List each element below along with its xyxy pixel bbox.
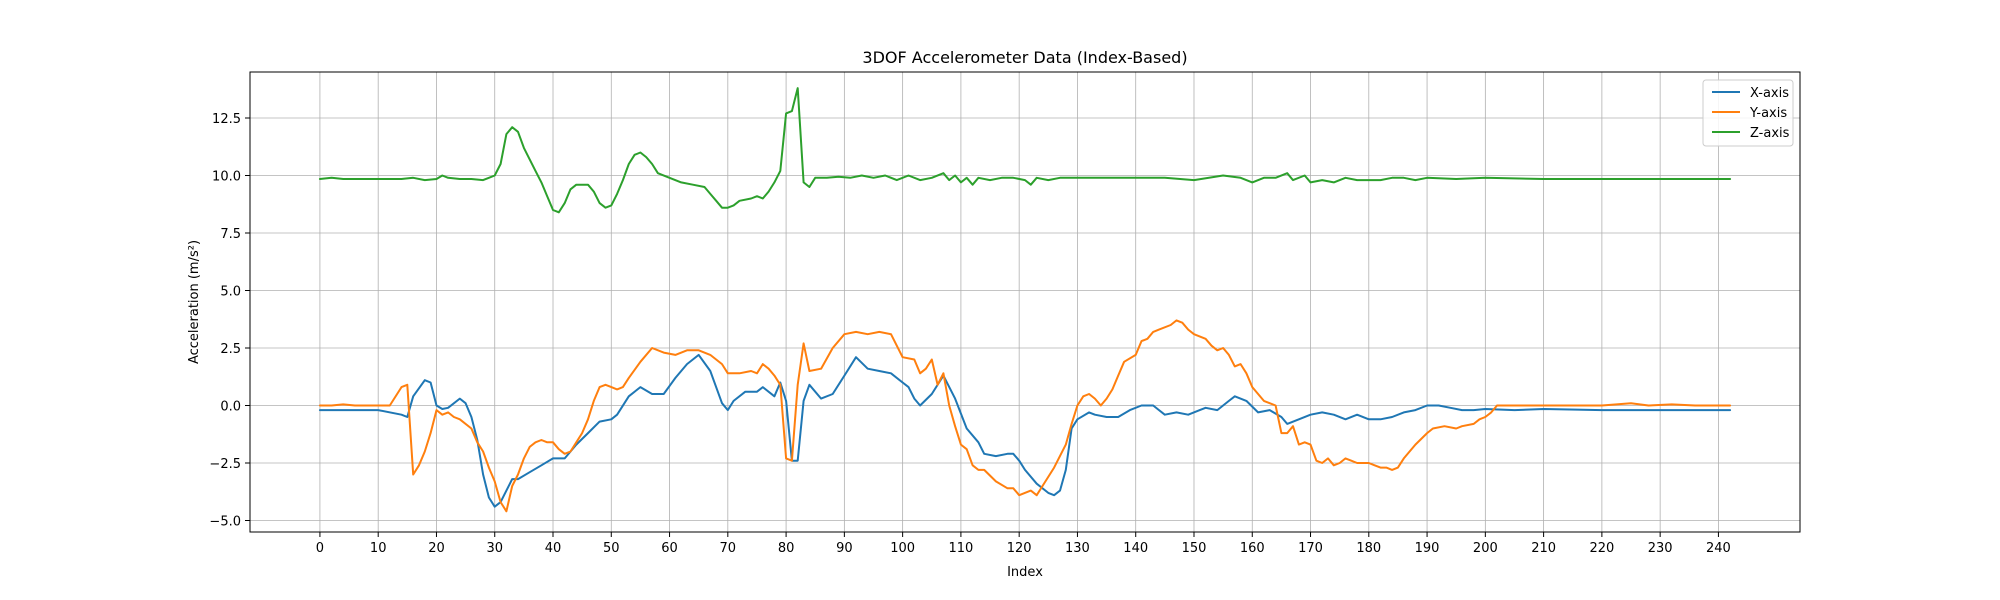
- x-tick-label: 0: [316, 541, 324, 556]
- plot-background: [250, 72, 1800, 532]
- series-line-y-axis: [318, 319, 1732, 513]
- x-axis-title: Index: [1007, 565, 1043, 580]
- legend-box: [1702, 79, 1794, 147]
- x-tick-label: 20: [428, 541, 445, 556]
- x-tick-label: 190: [1415, 541, 1440, 556]
- x-tick-label: 60: [661, 541, 678, 556]
- x-tick-label: 230: [1648, 541, 1673, 556]
- x-tick-label: 110: [948, 541, 973, 556]
- x-tick-label: 240: [1706, 541, 1731, 556]
- x-tick-label: 50: [603, 541, 620, 556]
- x-tick-label: 90: [836, 541, 853, 556]
- tick-layer: 0 10 20 30 40 50 60 70 80 90 100 110 120 130 140 150 160…: [209, 112, 1730, 556]
- x-tick-label: 140: [1123, 541, 1148, 556]
- y-tick-label: 0.0: [220, 400, 241, 415]
- x-tick-label: 120: [1007, 541, 1032, 556]
- x-tick-label: 30: [486, 541, 503, 556]
- x-tick-label: 160: [1240, 541, 1265, 556]
- series-line-z-axis: [318, 87, 1732, 214]
- y-axis-title: Acceleration (m/s²): [187, 240, 202, 364]
- x-tick-label: 100: [890, 541, 915, 556]
- x-tick-label: 70: [720, 541, 737, 556]
- y-tick-label: 7.5: [220, 227, 241, 242]
- legend-label-x-axis: X-axis: [1750, 86, 1789, 101]
- x-tick-label: 180: [1356, 541, 1381, 556]
- legend-label-z-axis: Z-axis: [1750, 126, 1790, 141]
- y-tick-label: 10.0: [212, 170, 241, 185]
- x-tick-label: 10: [370, 541, 387, 556]
- x-tick-label: 130: [1065, 541, 1090, 556]
- legend: X-axis Y-axis Z-axis: [1702, 79, 1794, 147]
- y-tick-label: 5.0: [220, 285, 241, 300]
- y-tick-label: −5.0: [209, 515, 241, 530]
- x-tick-label: 210: [1531, 541, 1556, 556]
- x-tick-label: 40: [545, 541, 562, 556]
- plot-frame: [249, 71, 1801, 533]
- y-tick-label: 12.5: [212, 112, 241, 127]
- x-tick-label: 80: [778, 541, 795, 556]
- legend-label-y-axis: Y-axis: [1749, 106, 1787, 121]
- chart-title: 3DOF Accelerometer Data (Index-Based): [862, 48, 1187, 67]
- x-tick-label: 200: [1473, 541, 1498, 556]
- y-tick-label: 2.5: [220, 342, 241, 357]
- grid-layer: [250, 72, 1800, 532]
- y-tick-label: −2.5: [209, 457, 241, 472]
- x-tick-label: 220: [1589, 541, 1614, 556]
- x-tick-label: 150: [1182, 541, 1207, 556]
- series-layer: [318, 87, 1732, 513]
- x-tick-label: 170: [1298, 541, 1323, 556]
